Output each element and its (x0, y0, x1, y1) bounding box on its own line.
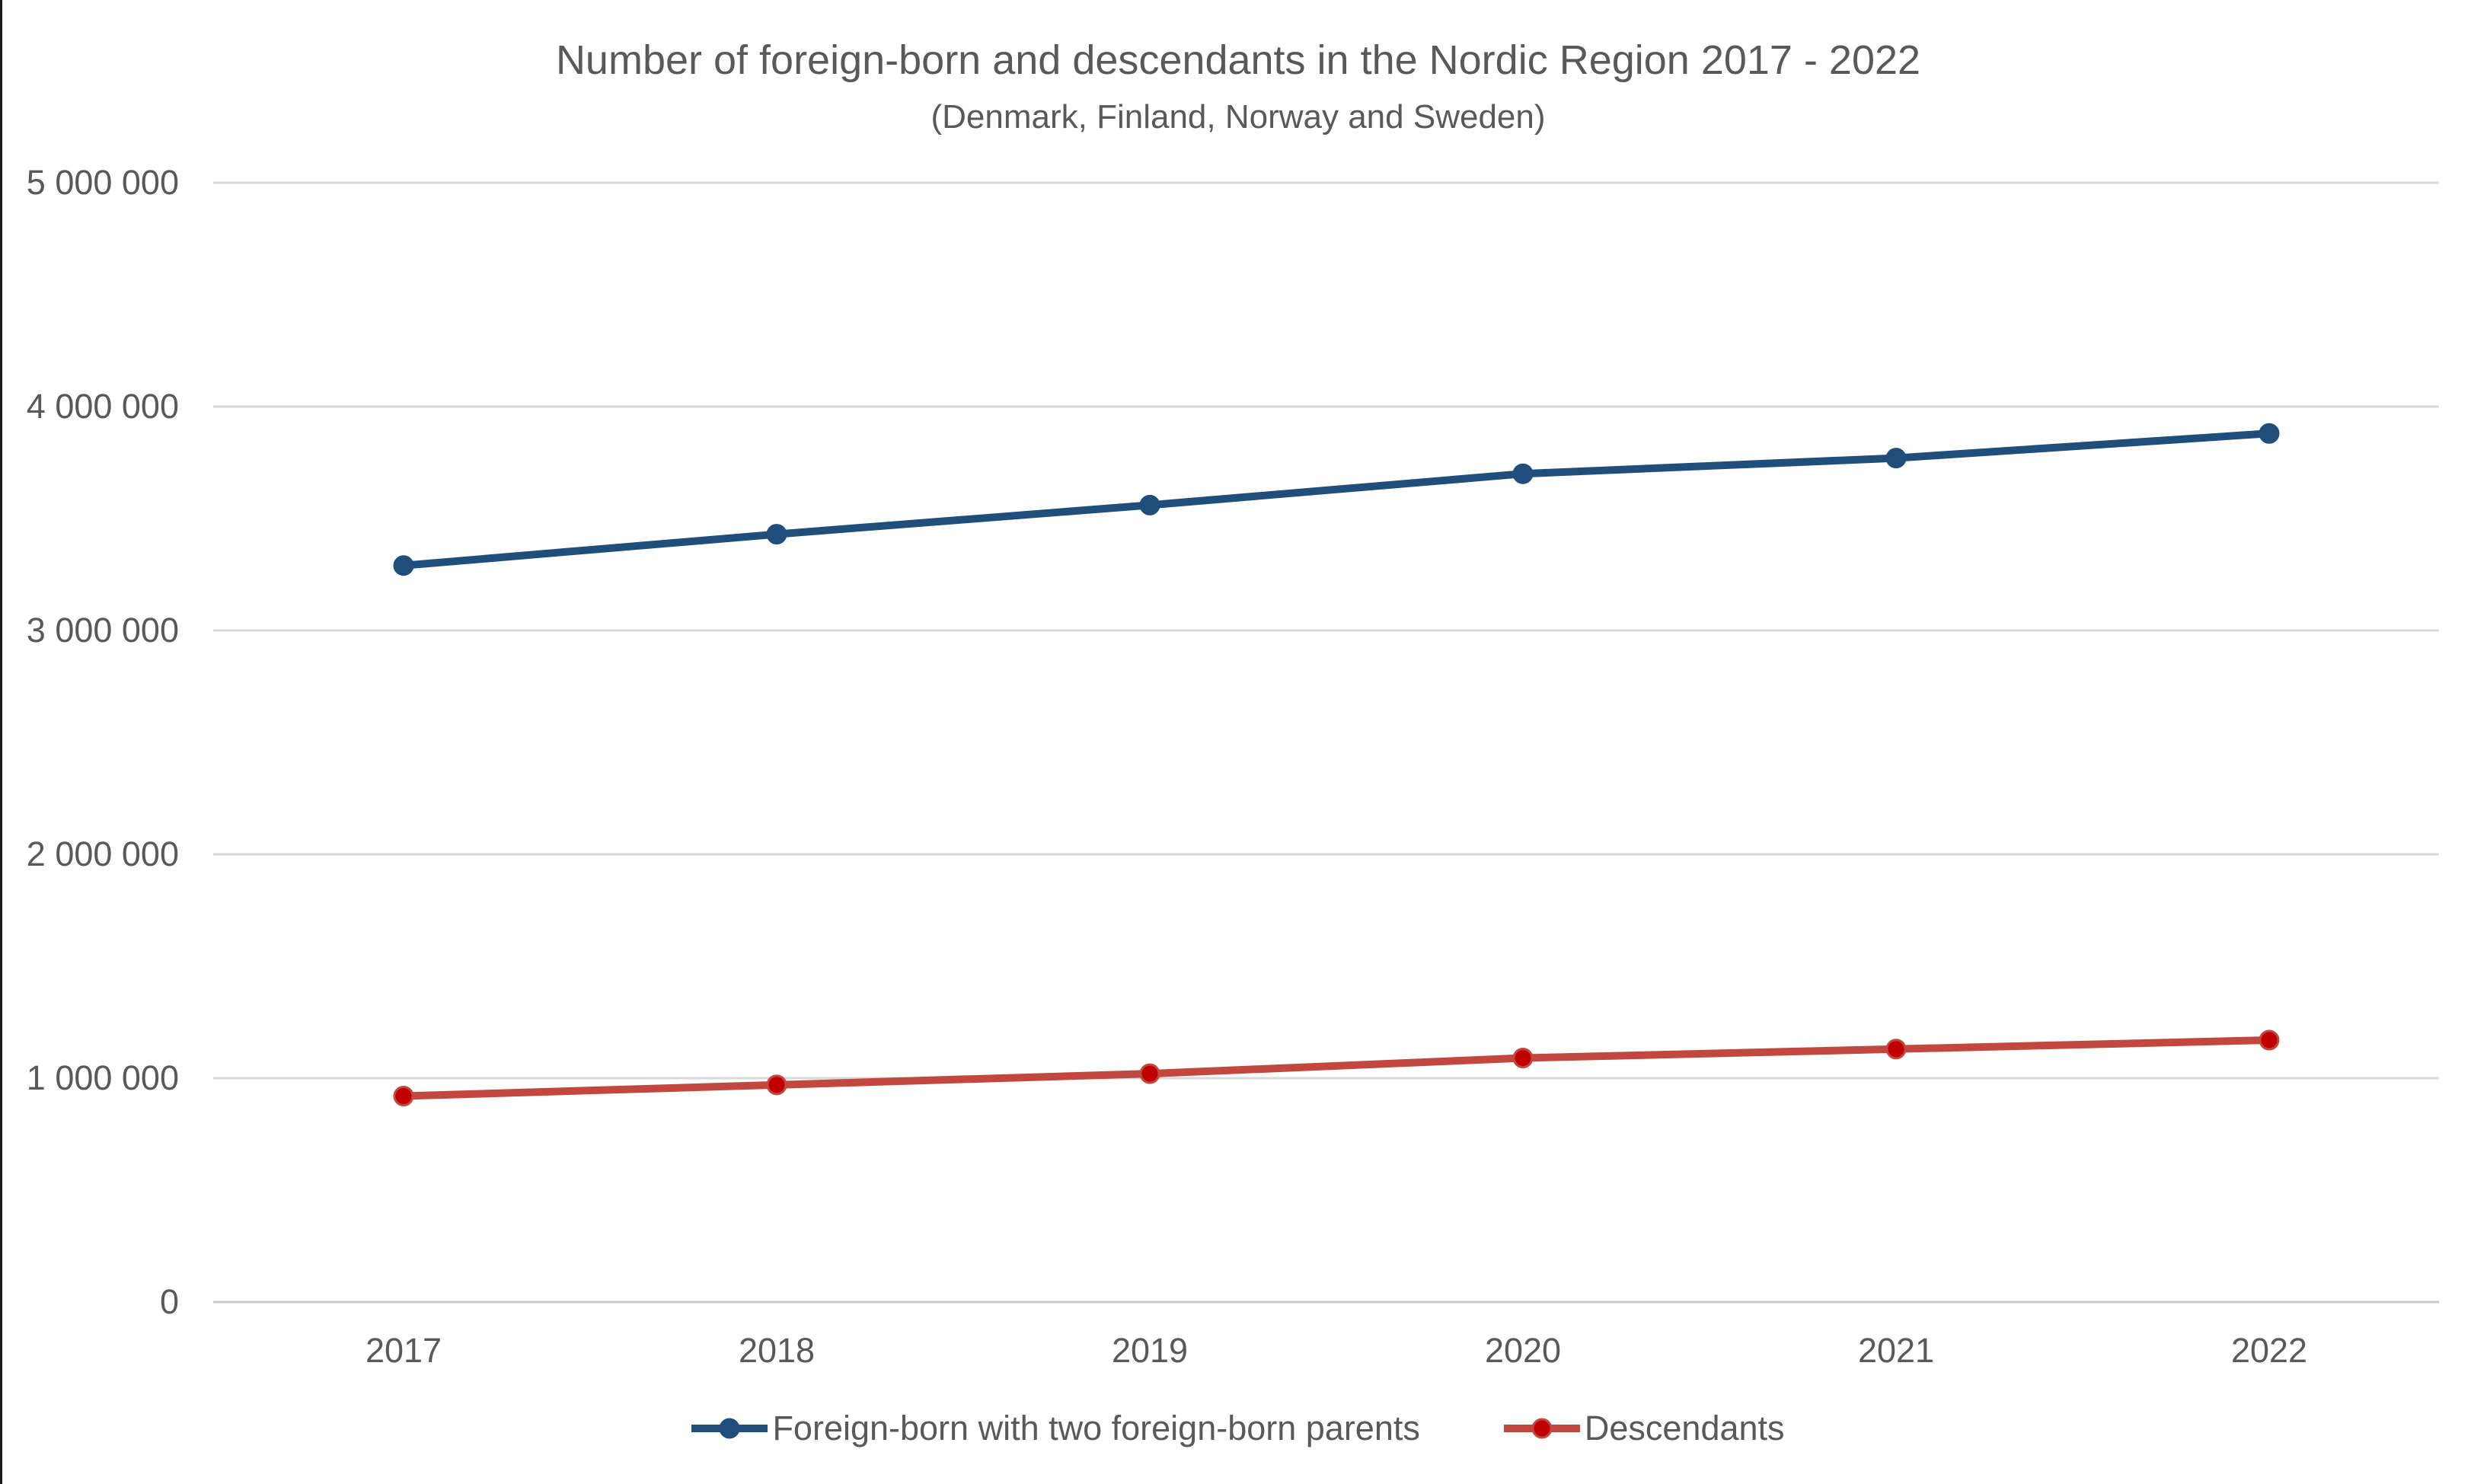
series-line-1 (400, 1036, 2273, 1100)
legend-label: Descendants (1584, 1409, 1785, 1447)
legend-swatch-icon (1503, 1418, 1580, 1439)
data-point-marker (1885, 448, 1907, 469)
data-point-marker (1139, 494, 1160, 515)
data-point-marker (393, 1086, 414, 1107)
data-point-marker (1139, 1063, 1160, 1084)
x-axis-tick-label: 2019 (1111, 1331, 1189, 1370)
series-line-0 (400, 429, 2273, 570)
legend-item-0: Foreign-born with two foreign-born paren… (691, 1407, 1420, 1450)
legend: Foreign-born with two foreign-born paren… (2, 1407, 2474, 1450)
chart-subtitle: (Denmark, Finland, Norway and Sweden) (931, 98, 1546, 136)
y-axis-tick-label: 0 (159, 1282, 179, 1321)
x-axis-tick-label: 2020 (1484, 1331, 1562, 1370)
gridlines (213, 181, 2439, 1304)
y-axis-tick-label: 1 000 000 (26, 1058, 179, 1097)
legend-swatch-icon (691, 1418, 768, 1439)
x-axis-tick-label: 2022 (2230, 1331, 2308, 1370)
y-axis-tick-label: 2 000 000 (26, 835, 179, 873)
data-point-marker (2259, 1029, 2280, 1051)
data-point-marker (1885, 1039, 1907, 1060)
data-point-marker (1512, 1048, 1534, 1069)
data-point-marker (2259, 423, 2280, 444)
legend-item-1: Descendants (1503, 1407, 1785, 1450)
legend-label: Foreign-born with two foreign-born paren… (772, 1409, 1420, 1447)
y-axis-tick-label: 3 000 000 (26, 611, 179, 649)
x-axis-tick-label: 2018 (738, 1331, 816, 1370)
data-point-marker (1512, 463, 1534, 484)
series-lines (393, 423, 2280, 1107)
x-axis-tick-label: 2021 (1857, 1331, 1935, 1370)
x-axis-tick-label: 2017 (365, 1331, 442, 1370)
y-axis-tick-label: 5 000 000 (26, 163, 179, 202)
data-point-marker (393, 555, 414, 576)
data-point-marker (766, 1074, 787, 1096)
data-point-marker (766, 524, 787, 545)
y-axis-tick-label: 4 000 000 (26, 387, 179, 426)
chart-title: Number of foreign-born and descendants i… (555, 37, 1921, 83)
